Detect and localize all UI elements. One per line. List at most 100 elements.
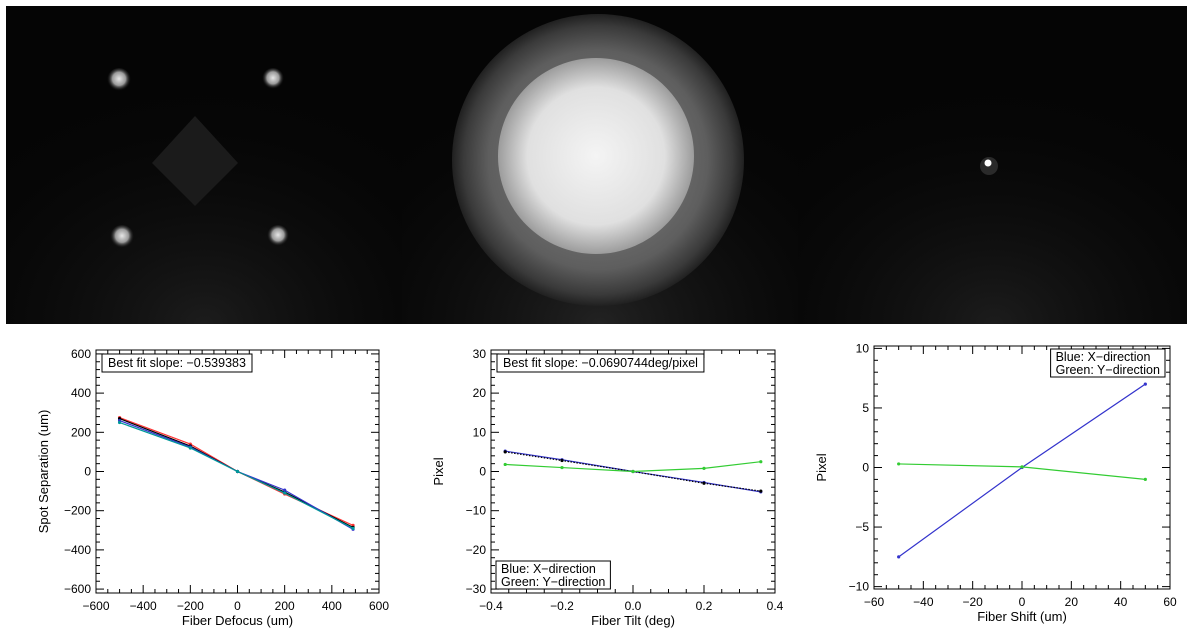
y-tick-label: 200 [71, 425, 91, 439]
x-axis-label: Fiber Shift (um) [977, 609, 1067, 624]
y-tick-label: 0 [479, 465, 486, 479]
data-point [503, 450, 507, 454]
series-line-0 [898, 383, 1146, 558]
camera-image-four-spots [6, 6, 402, 324]
disk-core [498, 58, 694, 254]
y-tick-label: 0 [84, 465, 91, 479]
y-tick-label: 5 [862, 401, 869, 415]
x-tick-label: −400 [130, 599, 157, 613]
x-tick-label: 600 [369, 599, 389, 613]
data-point [117, 420, 122, 425]
data-point [702, 481, 706, 485]
camera-image-single-spot [798, 6, 1187, 324]
x-tick-label: 0.4 [767, 599, 784, 613]
data-point [235, 469, 240, 474]
data-point [631, 469, 635, 474]
legend-frame [495, 560, 611, 590]
y-tick-label: −10 [466, 504, 487, 518]
plot-fiber-defocus: −600 −400 −200 0 200 400 600 −600 −400 −200 0 200 40… [0, 330, 400, 631]
data-point [1020, 465, 1024, 469]
spot-top-right [262, 68, 284, 90]
y-tick-label: 10 [473, 425, 487, 439]
data-point [560, 458, 564, 463]
y-tick-label: 20 [473, 386, 487, 400]
y-tick-label: −400 [64, 543, 91, 557]
y-tick-label: 600 [71, 347, 91, 361]
legend-entry: Green: Y−direction [1056, 363, 1160, 377]
annotation-text: Best fit slope: −0.0690744deg/pixel [503, 356, 698, 370]
legend-frame [1050, 348, 1166, 378]
y-axis-label: Pixel [814, 453, 829, 481]
data-point [283, 491, 287, 495]
spot-top-left [107, 68, 131, 92]
spot-bottom-left [110, 225, 134, 249]
x-axis-label: Fiber Tilt (deg) [591, 613, 675, 628]
legend-entry: Green: Y−direction [501, 575, 605, 589]
data-point [560, 465, 564, 470]
data-point [702, 466, 706, 470]
x-tick-label: −20 [962, 595, 983, 609]
x-tick-label: 40 [1114, 595, 1128, 609]
x-tick-label: −60 [864, 595, 885, 609]
data-point [1143, 477, 1147, 482]
legend-entry: Blue: X−direction [1056, 350, 1151, 364]
y-tick-label: −600 [64, 582, 91, 596]
data-point [897, 555, 901, 559]
legend-entry: Blue: X−direction [501, 562, 596, 576]
data-point [351, 526, 355, 530]
x-tick-label: −200 [177, 599, 204, 613]
series-line-2 [119, 419, 354, 530]
x-tick-label: 0 [1019, 595, 1026, 609]
x-tick-label: 0.0 [625, 599, 642, 613]
y-tick-label: 0 [862, 461, 869, 475]
x-tick-label: −40 [913, 595, 934, 609]
data-point [759, 489, 763, 493]
plot-fiber-shift: −60 −40 −20 0 20 40 60 −10 −5 0 5 10 Fiber Shift (um… [795, 330, 1187, 631]
illuminated-disk-image [402, 6, 798, 324]
x-tick-label: 60 [1163, 595, 1177, 609]
x-tick-label: −0.4 [479, 599, 503, 613]
data-point [283, 488, 287, 492]
x-tick-label: 0.2 [696, 599, 713, 613]
camera-image-disk [402, 6, 798, 324]
data-point [1143, 382, 1147, 386]
diamond-shape [152, 116, 238, 206]
y-axis-label: Pixel [431, 457, 446, 485]
y-tick-label: −5 [855, 520, 869, 534]
spot-bottom-right [267, 225, 289, 247]
x-axis-label: Fiber Defocus (um) [182, 613, 293, 628]
y-tick-label: −20 [466, 543, 487, 557]
annotation-text: Best fit slope: −0.539383 [108, 356, 246, 370]
y-tick-label: 400 [71, 386, 91, 400]
four-spot-image [6, 6, 402, 324]
single-spot-image [798, 6, 1187, 324]
series-line-3 [119, 421, 354, 529]
data-point [897, 462, 901, 466]
x-tick-label: 0 [234, 599, 241, 613]
x-tick-label: 20 [1065, 595, 1079, 609]
data-point [503, 462, 507, 467]
x-tick-label: 400 [322, 599, 342, 613]
annotation-frame [101, 353, 253, 373]
y-tick-label: −30 [466, 582, 487, 596]
chart-defocus: −600 −400 −200 0 200 400 600 −600 −400 −200 0 200 40… [36, 347, 389, 628]
data-point [188, 446, 192, 450]
chart-shift: −60 −40 −20 0 20 40 60 −10 −5 0 5 10 Fiber Shift (um… [814, 341, 1177, 624]
spot-center [984, 159, 992, 167]
plot-fiber-tilt: −0.4 −0.2 0.0 0.2 0.4 −30 −20 −10 0 10 20 30 Fiber T… [398, 330, 796, 631]
annotation-box: Best fit slope: −0.539383 [101, 353, 253, 373]
data-point [759, 460, 763, 464]
x-tick-label: 200 [275, 599, 295, 613]
y-axis-label: Spot Separation (um) [36, 410, 51, 534]
y-tick-label: −10 [849, 580, 870, 594]
annotation-frame [496, 353, 705, 373]
x-tick-label: −0.2 [550, 599, 574, 613]
x-tick-label: −600 [82, 599, 109, 613]
annotation-box: Best fit slope: −0.0690744deg/pixel [496, 353, 705, 373]
y-tick-label: 30 [473, 347, 487, 361]
y-tick-label: 10 [856, 341, 870, 355]
y-tick-label: −200 [64, 504, 91, 518]
chart-tilt: −0.4 −0.2 0.0 0.2 0.4 −30 −20 −10 0 10 20 30 Fiber T… [431, 347, 784, 628]
